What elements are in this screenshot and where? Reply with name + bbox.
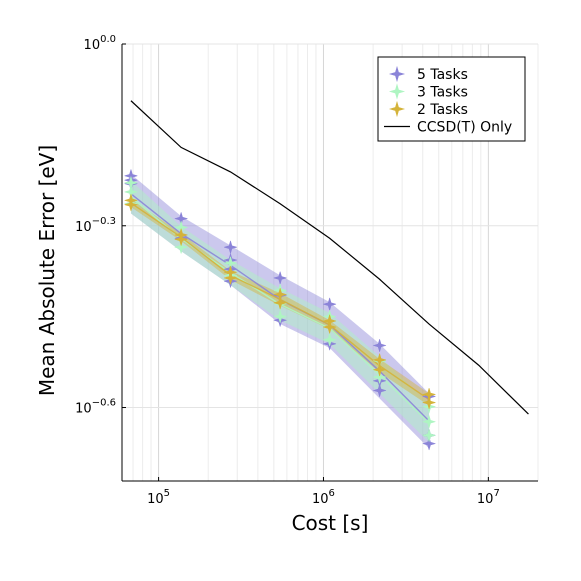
legend-swatch bbox=[388, 65, 406, 83]
line-ccsd-t-only bbox=[130, 100, 529, 415]
data-point bbox=[422, 396, 436, 410]
data-point bbox=[373, 338, 387, 352]
data-point bbox=[174, 240, 188, 254]
series-points bbox=[124, 169, 436, 451]
x-tick-label: 105 bbox=[147, 488, 170, 507]
axes bbox=[121, 43, 538, 482]
data-point bbox=[224, 240, 237, 254]
legend-label: CCSD(T) Only bbox=[417, 120, 512, 136]
data-point bbox=[373, 383, 387, 397]
y-tick-label: 100.0 bbox=[84, 34, 116, 53]
data-point bbox=[373, 370, 387, 384]
x-tick-label: 107 bbox=[477, 488, 500, 507]
legend-label: 5 Tasks bbox=[417, 67, 468, 83]
y-tick-label: 10−0.3 bbox=[75, 216, 116, 235]
data-point bbox=[323, 333, 337, 347]
data-point bbox=[422, 415, 436, 429]
x-tick-label: 106 bbox=[312, 488, 335, 507]
data-point bbox=[273, 310, 287, 324]
y-tick-label: 10−0.6 bbox=[75, 398, 116, 417]
legend-label: 2 Tasks bbox=[417, 102, 468, 118]
data-point bbox=[422, 428, 436, 442]
data-point bbox=[124, 198, 138, 212]
tick-labels: 105 106 107 100.0 10−0.3 10−0.6 bbox=[75, 34, 500, 507]
legend-swatch bbox=[388, 100, 406, 118]
data-point bbox=[373, 363, 387, 377]
data-point bbox=[224, 271, 237, 285]
data-point bbox=[323, 320, 337, 334]
data-point bbox=[273, 296, 287, 310]
x-axis-label: Cost [s] bbox=[292, 511, 369, 535]
data-point bbox=[174, 232, 188, 246]
data-point bbox=[422, 437, 436, 451]
legend-label: 3 Tasks bbox=[417, 85, 468, 101]
series-lines bbox=[130, 100, 529, 424]
grid bbox=[121, 43, 539, 481]
y-axis-label: Mean Absolute Error [eV] bbox=[35, 145, 59, 396]
legend-swatch bbox=[388, 83, 406, 100]
